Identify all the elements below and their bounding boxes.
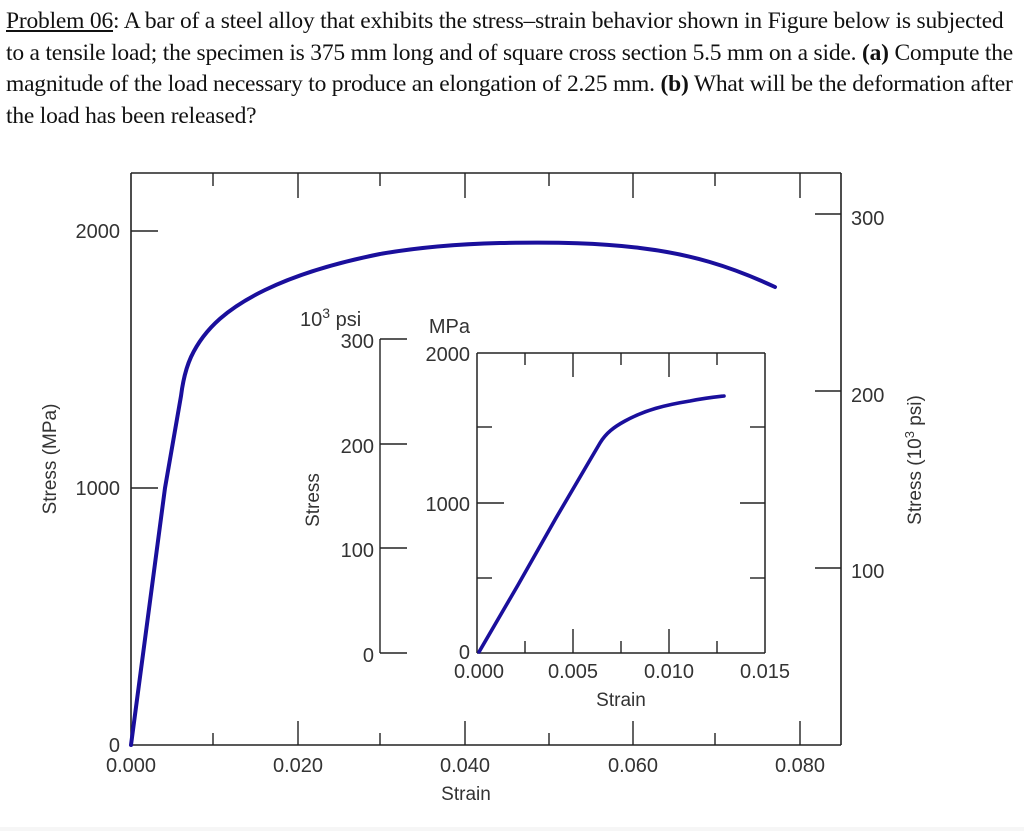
main-y-ticks-left (131, 230, 158, 489)
part-a-label: (a) (861, 39, 889, 66)
main-y-right-tick-300: 300 (851, 208, 884, 230)
main-x-tick-0.080: 0.080 (775, 755, 825, 777)
main-x-tick-0.040: 0.040 (440, 755, 490, 777)
inset-mpa-unit: MPa (429, 316, 471, 338)
main-x-tick-0.020: 0.020 (273, 755, 323, 777)
problem-intro: : A bar of a steel alloy that exhibits t… (6, 8, 1004, 66)
main-y-axis-label-left: Stress (MPa) (40, 404, 61, 515)
inset-x-ticks-top (524, 353, 718, 377)
inset-psi-tick-200: 200 (341, 436, 374, 458)
inset-mpa-tick-0: 0 (459, 642, 470, 664)
main-y-tick-2000: 2000 (76, 221, 121, 243)
main-x-ticks-top (212, 173, 801, 198)
main-y-right-tick-100: 100 (851, 561, 884, 583)
main-stress-strain-curve (129, 240, 777, 747)
inset-y-ticks-left (477, 426, 504, 579)
inset-x-tick-0.000: 0.000 (454, 661, 504, 683)
inset-psi-unit: 103 psi (300, 305, 361, 331)
inset-y-axis-label: Stress (303, 473, 324, 527)
inset-x-tick-0.005: 0.005 (548, 661, 598, 683)
inset-x-ticks-bottom (524, 629, 718, 653)
part-b-text: What will be the deformation after the l… (6, 71, 1013, 129)
main-y-ticks-right (815, 213, 841, 569)
inset-x-axis-label: Strain (596, 690, 646, 711)
inset-y-ticks-right (740, 426, 765, 579)
inset-mpa-tick-2000: 2000 (426, 344, 471, 366)
bottom-strip (0, 827, 1024, 831)
main-y-tick-0: 0 (109, 735, 120, 757)
problem-title: Problem 06 (6, 8, 114, 34)
main-x-tick-0.060: 0.060 (608, 755, 658, 777)
problem-statement: Problem 06: A bar of a steel alloy that … (6, 6, 1018, 132)
inset-stress-strain-curve (477, 394, 726, 654)
main-x-axis-label: Strain (441, 784, 491, 805)
inset-psi-tick-0: 0 (363, 645, 374, 667)
inset-x-tick-0.010: 0.010 (644, 661, 694, 683)
main-x-tick-0.000: 0.000 (106, 755, 156, 777)
main-plot-frame (130, 172, 842, 746)
main-x-ticks-bottom (212, 721, 801, 745)
inset-psi-tick-100: 100 (341, 540, 374, 562)
inset-psi-axis (379, 338, 407, 654)
inset-psi-tick-300: 300 (341, 331, 374, 353)
inset-mpa-tick-1000: 1000 (426, 494, 471, 516)
main-y-right-tick-200: 200 (851, 385, 884, 407)
inset-x-tick-0.015: 0.015 (740, 661, 790, 683)
main-y-tick-1000: 1000 (76, 478, 121, 500)
part-b-label: (b) (660, 71, 689, 97)
part-a-text: Compute the magnitude of the load necess… (6, 39, 1013, 98)
main-y-axis-label-right: Stress (103 psi) (902, 395, 926, 525)
